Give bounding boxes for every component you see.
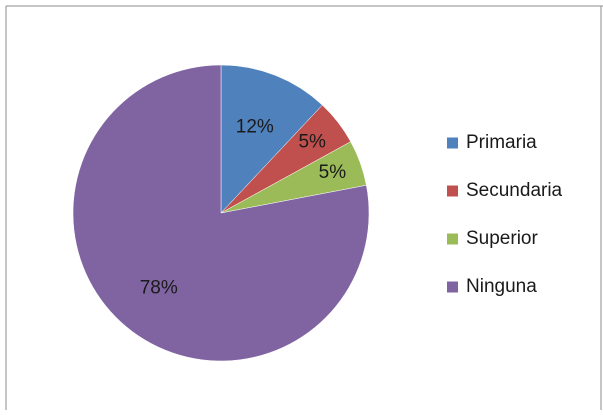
- pie-slice-primaria: [220, 64, 323, 214]
- legend-item-superior: Superior: [447, 228, 538, 249]
- legend: Primaria Secundaria Superior Ninguna: [447, 132, 563, 297]
- legend-swatch-superior: [447, 233, 458, 245]
- legend-item-secundaria: Secundaria: [447, 180, 563, 201]
- legend-label-superior: Superior: [466, 228, 538, 249]
- data-label-superior: 5%: [319, 162, 347, 183]
- legend-swatch-secundaria: [447, 185, 458, 197]
- data-label-secundaria: 5%: [298, 131, 326, 152]
- pie-data-labels: 12% 5% 5% 78%: [140, 117, 347, 299]
- legend-label-secundaria: Secundaria: [466, 180, 563, 201]
- legend-item-primaria: Primaria: [447, 132, 537, 153]
- legend-swatch-ninguna: [447, 281, 458, 293]
- pie-slices: [72, 64, 370, 362]
- legend-item-ninguna: Ninguna: [447, 276, 537, 297]
- legend-label-primaria: Primaria: [466, 132, 537, 153]
- pie-slice-ninguna: [72, 64, 370, 362]
- legend-label-ninguna: Ninguna: [466, 276, 537, 297]
- data-label-ninguna: 78%: [140, 277, 178, 298]
- data-label-primaria: 12%: [236, 117, 274, 138]
- legend-swatch-primaria: [447, 137, 458, 149]
